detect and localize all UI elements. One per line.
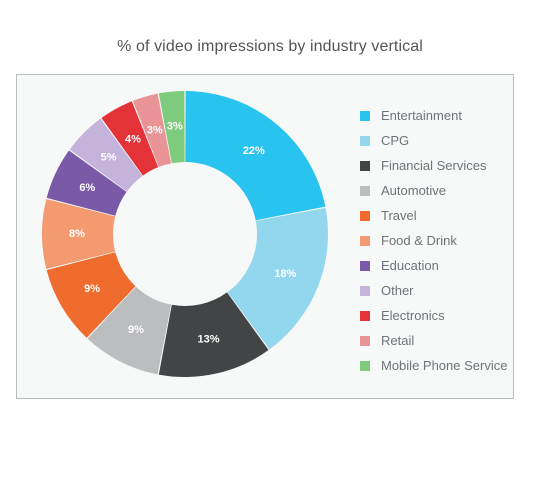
slice-label-mobile-phone-service: 3%	[167, 120, 183, 132]
slice-electronics	[101, 101, 159, 176]
legend-label: Financial Services	[381, 158, 487, 173]
legend-swatch	[360, 335, 370, 346]
legend-label: Other	[381, 283, 414, 298]
slice-mobile-phone-service	[158, 91, 185, 164]
slice-retail	[132, 93, 172, 167]
legend-swatch	[360, 160, 370, 171]
chart-title: % of video impressions by industry verti…	[117, 38, 423, 55]
slice-other	[69, 118, 143, 192]
slice-label-food-and-drink: 8%	[69, 228, 85, 240]
slice-automotive	[87, 286, 172, 375]
legend-item-entertainment: Entertainment	[360, 103, 507, 128]
legend-item-cpg: CPG	[360, 128, 507, 153]
legend-item-financial-services: Financial Services	[360, 153, 507, 178]
legend-swatch	[360, 260, 370, 271]
legend-swatch	[360, 310, 370, 321]
legend-swatch	[360, 360, 370, 371]
slice-label-electronics: 4%	[125, 133, 141, 145]
legend-label: CPG	[381, 133, 410, 148]
slice-entertainment	[185, 91, 326, 221]
slice-label-education: 6%	[79, 182, 95, 194]
slice-label-retail: 3%	[147, 124, 163, 136]
legend-label: Electronics	[381, 308, 445, 323]
slice-label-travel: 9%	[84, 283, 100, 295]
legend-item-electronics: Electronics	[360, 303, 507, 328]
legend-label: Travel	[381, 208, 417, 223]
legend-item-mobile-phone-service: Mobile Phone Service	[360, 353, 507, 378]
legend-label: Food & Drink	[381, 233, 457, 248]
slice-label-financial-services: 13%	[198, 333, 220, 345]
legend-swatch	[360, 135, 370, 146]
legend-item-other: Other	[360, 278, 507, 303]
legend-swatch	[360, 185, 370, 196]
slice-food-and-drink	[41, 199, 116, 269]
legend-item-food-and-drink: Food & Drink	[360, 228, 507, 253]
slice-label-automotive: 9%	[128, 324, 144, 336]
slice-cpg	[227, 207, 328, 350]
legend-swatch	[360, 235, 370, 246]
slice-travel	[46, 252, 136, 338]
chart-legend: Entertainment CPG Financial Services Automo…	[360, 103, 507, 378]
slice-label-cpg: 18%	[274, 268, 296, 280]
legend-label: Retail	[381, 333, 415, 348]
legend-swatch	[360, 285, 370, 296]
legend-item-education: Education	[360, 253, 507, 278]
legend-label: Entertainment	[381, 108, 462, 123]
legend-item-automotive: Automotive	[360, 178, 507, 203]
legend-swatch	[360, 110, 370, 121]
legend-swatch	[360, 210, 370, 221]
legend-item-retail: Retail	[360, 328, 507, 353]
slice-financial-services	[158, 292, 269, 377]
slice-label-entertainment: 22%	[243, 145, 265, 157]
legend-item-travel: Travel	[360, 203, 507, 228]
slice-label-other: 5%	[101, 152, 117, 164]
legend-label: Mobile Phone Service	[381, 358, 508, 373]
legend-label: Education	[381, 258, 439, 273]
slice-education	[46, 150, 127, 216]
legend-label: Automotive	[381, 183, 447, 198]
